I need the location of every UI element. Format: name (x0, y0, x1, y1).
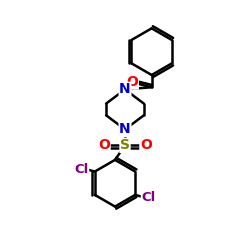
Text: S: S (120, 138, 130, 152)
Text: Cl: Cl (74, 163, 88, 176)
Text: Cl: Cl (142, 190, 156, 203)
Text: O: O (140, 138, 152, 152)
Text: N: N (119, 122, 131, 136)
Text: N: N (119, 82, 131, 96)
Text: O: O (98, 138, 110, 152)
Text: O: O (126, 75, 138, 89)
